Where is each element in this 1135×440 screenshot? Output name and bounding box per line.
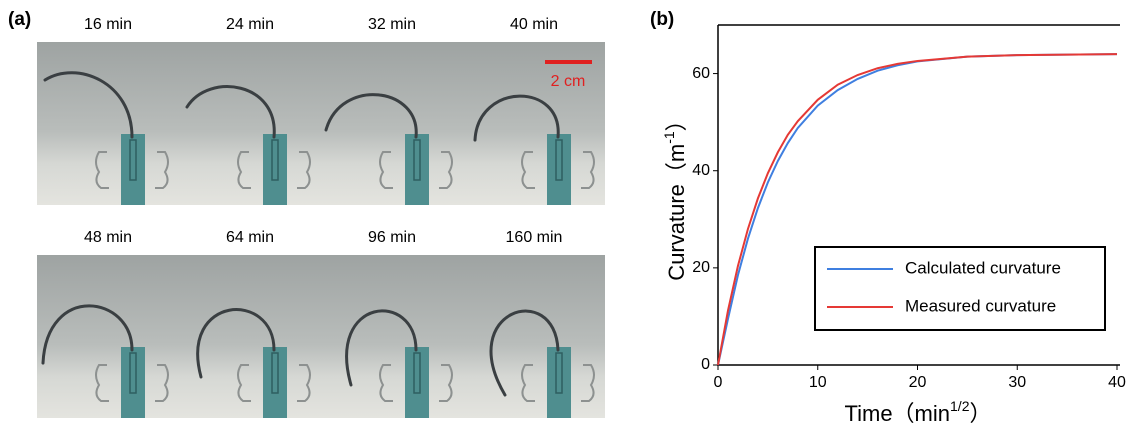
x-tick-label: 20: [909, 374, 927, 391]
x-axis-label-end: ）: [969, 401, 991, 426]
photo-label: 16 min: [84, 16, 132, 33]
post: [121, 134, 145, 205]
x-tick-label: 30: [1008, 374, 1026, 391]
y-axis-label: Curvature（m-1）: [661, 109, 689, 280]
post-slot: [555, 352, 563, 394]
y-axis-label-sup: -1: [661, 131, 677, 144]
photo-background: [321, 255, 463, 418]
x-axis-label-sup: 1/2: [950, 398, 970, 414]
scale-bar-label: 2 cm: [551, 73, 586, 90]
photo-label: 48 min: [84, 229, 132, 246]
photo-label: 24 min: [226, 16, 274, 33]
clamp: [379, 364, 453, 402]
photo-label: 40 min: [510, 16, 558, 33]
clamp: [379, 151, 453, 189]
photo-background: [179, 42, 321, 205]
post-slot: [555, 139, 563, 181]
y-tick-label: 40: [692, 162, 710, 179]
post: [547, 347, 571, 418]
photo: [37, 42, 179, 205]
chart: 0 10 20 30 40 0 20 40 60 Calculated curvature Meas…: [692, 24, 1126, 391]
photo-background: [463, 42, 605, 205]
photo: [179, 42, 321, 205]
photo-label: 64 min: [226, 229, 274, 246]
post-slot: [413, 139, 421, 181]
photo: [321, 42, 463, 205]
photo-background: [37, 42, 179, 205]
photo: [463, 42, 605, 205]
y-tick-label: 20: [692, 259, 710, 276]
bent-strip: [324, 93, 418, 139]
clamp: [95, 151, 169, 189]
photo-background: [321, 42, 463, 205]
post: [405, 134, 429, 205]
photo-grid: 16 min 24 min 32 min 40 min 48 min 64 min 96 m…: [37, 16, 605, 418]
y-axis-label-text: Curvature（m: [664, 144, 689, 281]
bent-strip: [43, 71, 134, 139]
post-slot: [129, 139, 137, 181]
legend-label: Calculated curvature: [905, 258, 1061, 277]
post: [263, 347, 287, 418]
x-axis-label: Time（min1/2）: [844, 398, 991, 426]
photo-label: 160 min: [506, 229, 563, 246]
curve: [717, 53, 1118, 366]
y-tick-label: 60: [692, 65, 710, 82]
photo-background: [463, 255, 605, 418]
post-slot: [271, 352, 279, 394]
photo: [179, 255, 321, 418]
bent-strip: [185, 85, 276, 139]
x-tick-label: 10: [809, 374, 827, 391]
clamp: [237, 364, 311, 402]
legend-label: Measured curvature: [905, 296, 1056, 315]
bent-strip: [489, 309, 560, 397]
photo-label: 96 min: [368, 229, 416, 246]
photo: [37, 255, 179, 418]
photo: [463, 255, 605, 418]
bent-strip: [345, 309, 418, 387]
y-tick-label: 0: [701, 356, 710, 373]
post-slot: [271, 139, 279, 181]
post: [121, 347, 145, 418]
photo-background: [37, 255, 179, 418]
clamp: [521, 151, 595, 189]
clamp: [521, 364, 595, 402]
panel-label: (b): [650, 9, 674, 30]
legend-box: [814, 246, 1106, 331]
bent-strip: [473, 94, 560, 142]
post-slot: [413, 352, 421, 394]
photo-label: 32 min: [368, 16, 416, 33]
bent-strip: [41, 304, 134, 365]
x-tick-label: 0: [714, 374, 723, 391]
x-tick-label: 40: [1108, 374, 1126, 391]
clamp: [237, 151, 311, 189]
post: [547, 134, 571, 205]
post: [405, 347, 429, 418]
panel-label: (a): [8, 9, 31, 30]
photo-background: [179, 255, 321, 418]
y-axis-label-end: ）: [664, 109, 689, 131]
x-axis-label-text: Time（min: [844, 401, 950, 426]
bent-strip: [196, 308, 276, 379]
photo: [321, 255, 463, 418]
post: [263, 134, 287, 205]
post-slot: [129, 352, 137, 394]
clamp: [95, 364, 169, 402]
